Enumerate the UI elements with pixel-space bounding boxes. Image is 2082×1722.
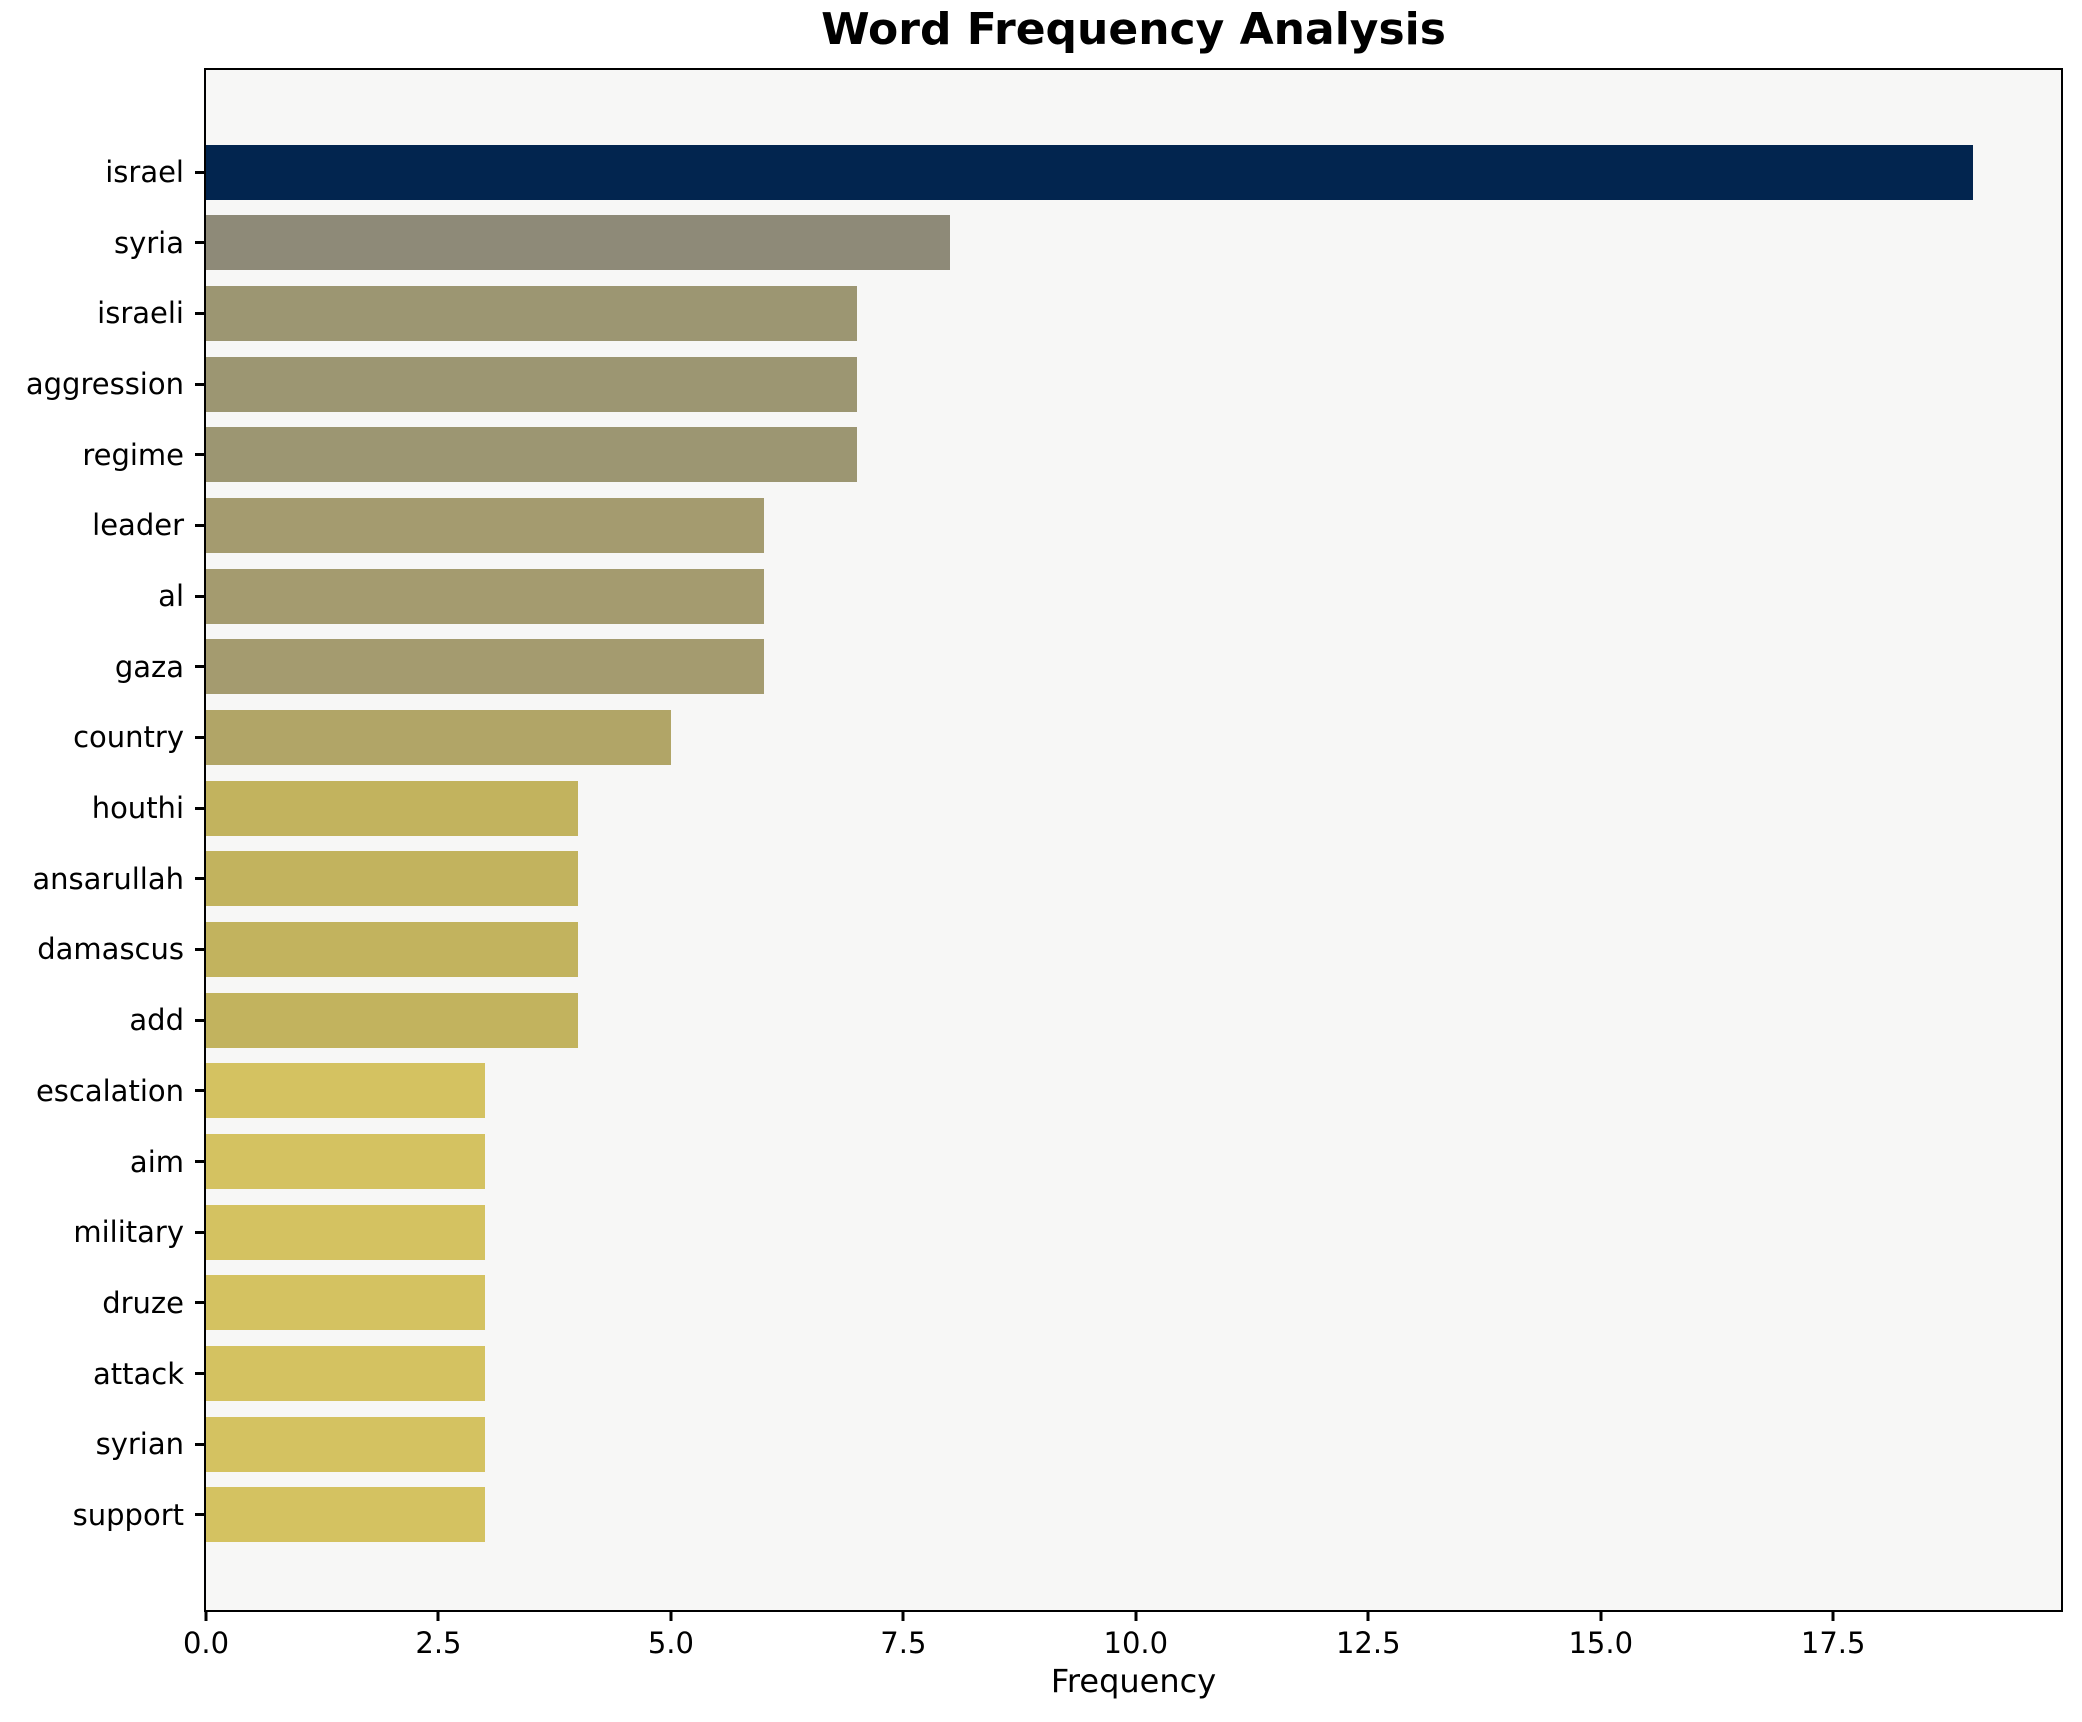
y-tick-mark bbox=[195, 453, 204, 457]
y-tick-mark bbox=[195, 735, 204, 739]
y-tick-mark bbox=[195, 523, 204, 527]
y-tick-mark bbox=[195, 1372, 204, 1376]
y-tick-label-support: support bbox=[72, 1497, 184, 1532]
x-tick-label-12.5: 12.5 bbox=[1335, 1626, 1401, 1660]
y-tick-mark bbox=[195, 947, 204, 951]
bar-al bbox=[206, 568, 764, 624]
y-tick-label-regime: regime bbox=[82, 437, 184, 472]
bar-syria bbox=[206, 215, 950, 271]
x-tick-label-7.5: 7.5 bbox=[880, 1626, 927, 1660]
x-tick-mark bbox=[1366, 1612, 1370, 1621]
y-tick-mark bbox=[195, 241, 204, 245]
x-tick-label-15.0: 15.0 bbox=[1568, 1626, 1634, 1660]
y-tick-label-military: military bbox=[73, 1215, 184, 1250]
plot-area: israel syria israeli aggression regime leader… bbox=[26, 68, 2063, 1660]
x-tick-label-5.0: 5.0 bbox=[647, 1626, 694, 1660]
y-tick-mark bbox=[195, 1442, 204, 1446]
y-tick-mark bbox=[195, 1018, 204, 1022]
y-tick-mark bbox=[195, 1230, 204, 1234]
y-tick-mark bbox=[195, 382, 204, 386]
y-tick-label-ansarullah: ansarullah bbox=[32, 861, 184, 896]
y-tick-mark bbox=[195, 594, 204, 598]
bar-aggression bbox=[206, 356, 857, 412]
y-tick-mark bbox=[195, 170, 204, 174]
y-tick-label-country: country bbox=[73, 720, 184, 755]
x-tick-mark bbox=[901, 1612, 905, 1621]
bar-israel bbox=[206, 144, 1973, 200]
x-tick-mark bbox=[669, 1612, 673, 1621]
y-tick-label-syria: syria bbox=[113, 225, 184, 260]
x-tick-mark bbox=[436, 1612, 440, 1621]
x-tick-mark bbox=[204, 1612, 208, 1621]
y-tick-label-al: al bbox=[158, 579, 184, 614]
y-tick-mark bbox=[195, 665, 204, 669]
bar-houthi bbox=[206, 780, 578, 836]
y-tick-label-attack: attack bbox=[92, 1356, 184, 1391]
bar-leader bbox=[206, 497, 764, 553]
y-tick-mark bbox=[195, 806, 204, 810]
x-tick-label-10.0: 10.0 bbox=[1103, 1626, 1169, 1660]
bar-ansarullah bbox=[206, 851, 578, 907]
bar-add bbox=[206, 992, 578, 1048]
bar-support bbox=[206, 1487, 485, 1543]
x-tick-mark bbox=[1831, 1612, 1835, 1621]
y-tick-label-leader: leader bbox=[92, 508, 184, 543]
x-tick-label-0.0: 0.0 bbox=[182, 1626, 230, 1660]
y-tick-label-houthi: houthi bbox=[91, 791, 184, 826]
y-tick-mark bbox=[195, 1160, 204, 1164]
bar-damascus bbox=[206, 921, 578, 977]
y-tick-mark bbox=[195, 1089, 204, 1093]
y-tick-label-add: add bbox=[129, 1003, 184, 1038]
bar-regime bbox=[206, 427, 857, 483]
x-tick-label-2.5: 2.5 bbox=[415, 1626, 462, 1660]
y-tick-mark bbox=[195, 1513, 204, 1517]
y-tick-label-escalation: escalation bbox=[35, 1073, 184, 1108]
bar-gaza bbox=[206, 639, 764, 695]
bar-druze bbox=[206, 1275, 485, 1331]
y-tick-label-aim: aim bbox=[129, 1144, 184, 1179]
bar-aim bbox=[206, 1134, 485, 1190]
bar-escalation bbox=[206, 1063, 485, 1119]
x-axis-title: Frequency bbox=[1050, 1662, 1217, 1700]
y-tick-label-gaza: gaza bbox=[114, 649, 184, 684]
y-tick-label-druze: druze bbox=[102, 1285, 184, 1320]
y-tick-label-israeli: israeli bbox=[97, 296, 184, 331]
chart-title: Word Frequency Analysis bbox=[821, 4, 1446, 55]
bar-country bbox=[206, 709, 671, 765]
bar-israeli bbox=[206, 285, 857, 341]
y-tick-mark bbox=[195, 311, 204, 315]
y-tick-label-damascus: damascus bbox=[37, 932, 184, 967]
y-tick-mark bbox=[195, 877, 204, 881]
bar-syrian bbox=[206, 1416, 485, 1472]
x-tick-mark bbox=[1134, 1612, 1138, 1621]
y-tick-label-israel: israel bbox=[105, 155, 184, 189]
bar-attack bbox=[206, 1346, 485, 1402]
bar-military bbox=[206, 1204, 485, 1260]
y-tick-label-aggression: aggression bbox=[25, 367, 184, 402]
y-tick-label-syrian: syrian bbox=[95, 1427, 184, 1462]
x-tick-label-17.5: 17.5 bbox=[1800, 1626, 1866, 1660]
y-tick-mark bbox=[195, 1301, 204, 1305]
x-tick-mark bbox=[1599, 1612, 1603, 1621]
